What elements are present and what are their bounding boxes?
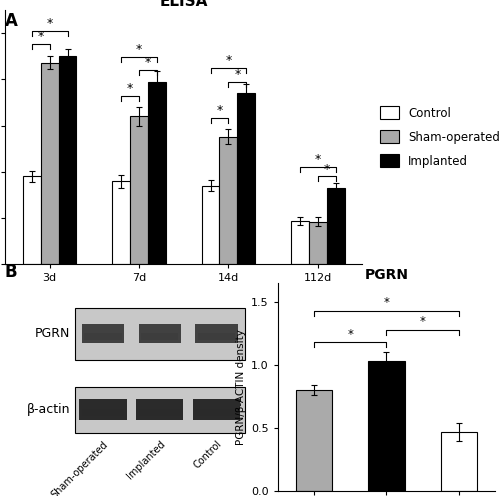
Bar xyxy=(82,409,124,416)
Text: *: * xyxy=(314,153,321,166)
Text: B: B xyxy=(5,263,18,281)
Text: *: * xyxy=(384,296,390,310)
Bar xyxy=(138,409,181,416)
Text: *: * xyxy=(216,104,222,117)
Bar xyxy=(291,221,309,264)
Text: A: A xyxy=(5,12,18,30)
Text: *: * xyxy=(46,17,53,30)
Bar xyxy=(198,333,235,340)
Text: *: * xyxy=(127,82,133,95)
Text: β-actin: β-actin xyxy=(26,403,70,416)
Text: *: * xyxy=(324,163,330,176)
Bar xyxy=(220,137,238,264)
Bar xyxy=(40,62,58,264)
Bar xyxy=(58,56,76,264)
Bar xyxy=(136,399,184,420)
Bar xyxy=(440,432,477,491)
Bar xyxy=(138,324,181,343)
Bar xyxy=(141,333,178,340)
Text: Implanted: Implanted xyxy=(124,439,167,481)
Title: ELISA: ELISA xyxy=(160,0,208,9)
Y-axis label: PGRN/β-ACTIN density: PGRN/β-ACTIN density xyxy=(236,329,246,445)
Bar xyxy=(309,222,326,264)
Text: *: * xyxy=(145,56,151,69)
Legend: Control, Sham-operated, Implanted: Control, Sham-operated, Implanted xyxy=(380,107,500,168)
Text: *: * xyxy=(348,328,353,341)
Bar xyxy=(238,93,255,264)
Bar xyxy=(112,181,130,264)
Text: *: * xyxy=(226,54,232,67)
Bar xyxy=(148,82,166,264)
Bar xyxy=(84,333,122,340)
Bar xyxy=(368,361,404,491)
Text: *: * xyxy=(234,68,240,81)
Bar xyxy=(296,390,332,491)
Text: Control: Control xyxy=(192,439,224,471)
Bar xyxy=(82,324,124,343)
Bar xyxy=(75,308,244,360)
Bar xyxy=(23,177,40,264)
Text: *: * xyxy=(38,30,44,43)
Text: *: * xyxy=(136,43,142,56)
Text: PGRN: PGRN xyxy=(34,327,70,340)
Bar xyxy=(80,399,127,420)
Text: *: * xyxy=(420,315,426,328)
Bar xyxy=(202,186,220,264)
Bar xyxy=(130,117,148,264)
Text: Sham-operated: Sham-operated xyxy=(50,439,110,496)
Bar xyxy=(326,188,344,264)
Title: PGRN: PGRN xyxy=(364,268,408,282)
Bar xyxy=(195,324,238,343)
Bar xyxy=(192,399,240,420)
Bar xyxy=(75,387,244,433)
Bar xyxy=(195,409,238,416)
